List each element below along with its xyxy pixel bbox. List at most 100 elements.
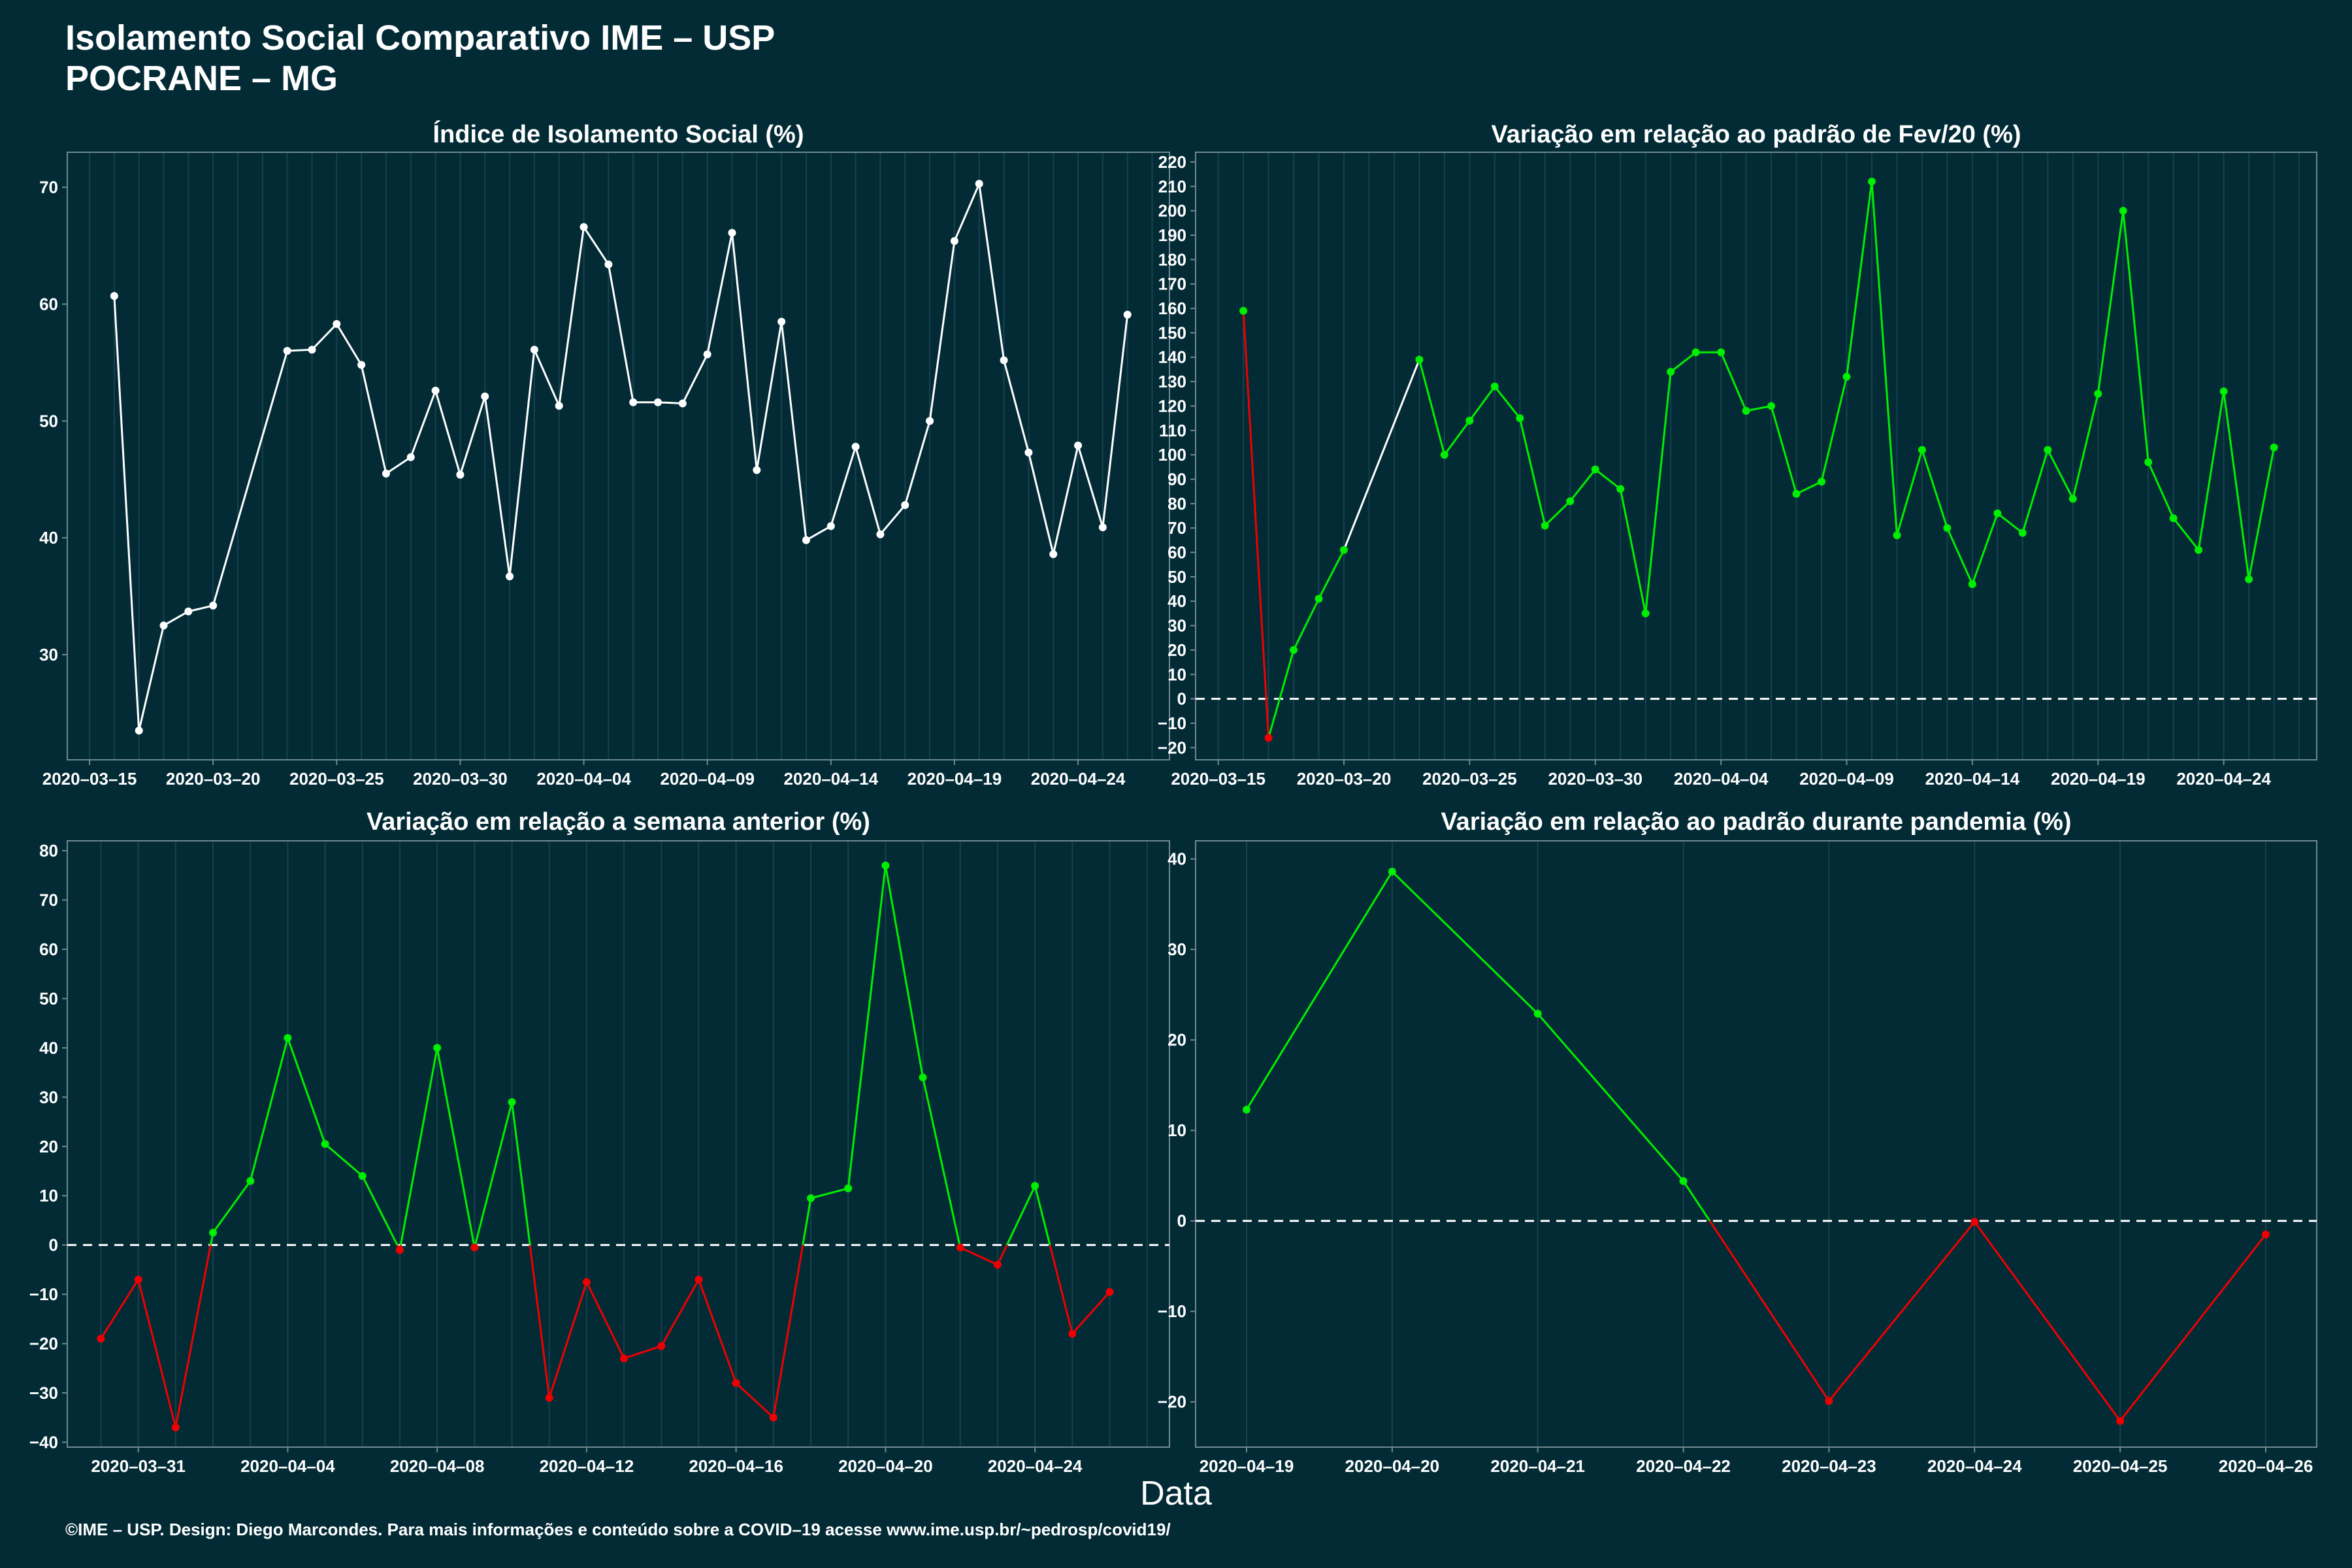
data-point — [926, 417, 934, 425]
data-point — [851, 442, 860, 451]
data-point — [1264, 734, 1273, 742]
data-point — [2195, 546, 2203, 554]
x-tick-label: 2020–04–24 — [2176, 769, 2271, 789]
y-tick-label: 20 — [39, 1137, 58, 1156]
data-point — [753, 466, 761, 474]
line-segment — [360, 365, 387, 474]
line-segment — [806, 525, 832, 542]
line-segment — [1921, 449, 1948, 529]
line-segment — [772, 1245, 804, 1418]
line-segment — [1391, 871, 1539, 1015]
x-tick-label: 2020–04–23 — [1782, 1456, 1876, 1476]
x-axis-title: Data — [1140, 1475, 1212, 1512]
y-tick-label: 0 — [49, 1235, 58, 1255]
line-segment — [1292, 598, 1320, 651]
y-tick-label: 150 — [1158, 323, 1186, 342]
x-tick-label: 2020–04–19 — [2051, 769, 2146, 789]
data-point — [620, 1354, 629, 1363]
data-point — [357, 361, 366, 369]
data-point — [1239, 306, 1248, 315]
chart-title: Variação em relação a semana anterior (%… — [367, 808, 870, 836]
line-segment — [2097, 210, 2125, 394]
data-point — [2044, 446, 2052, 454]
data-point — [694, 1275, 703, 1284]
x-tick-label: 2020–04–16 — [689, 1456, 783, 1476]
line-segment — [361, 1175, 399, 1246]
data-point — [333, 319, 341, 328]
y-tick-label: −10 — [1158, 713, 1186, 733]
data-point — [2169, 514, 2178, 523]
y-tick-label: 50 — [39, 411, 58, 431]
y-tick-label: 20 — [1168, 640, 1186, 660]
line-segment — [212, 350, 289, 606]
line-segment — [1005, 1185, 1036, 1246]
data-point — [470, 1243, 479, 1252]
data-point — [1068, 1330, 1077, 1338]
line-segment — [2197, 391, 2225, 551]
line-segment — [2122, 210, 2149, 463]
line-segment — [706, 233, 733, 355]
line-segment — [1594, 468, 1622, 490]
data-point — [844, 1184, 853, 1192]
line-segment — [1443, 419, 1471, 456]
line-segment — [1644, 371, 1672, 614]
data-point — [1533, 1009, 1542, 1018]
y-tick-label: 20 — [1168, 1030, 1186, 1050]
data-point — [431, 386, 440, 395]
line-segment — [810, 1187, 849, 1200]
line-segment — [953, 183, 981, 242]
line-segment — [928, 240, 956, 421]
line-segment — [855, 446, 881, 535]
line-segment — [188, 604, 214, 613]
data-point — [1541, 521, 1549, 530]
panel-border — [1195, 840, 2317, 1448]
data-point — [283, 347, 291, 355]
y-tick-label: −30 — [29, 1383, 58, 1403]
data-point — [321, 1140, 329, 1148]
data-point — [308, 346, 316, 354]
line-segment — [286, 1037, 327, 1145]
y-tick-label: 190 — [1158, 225, 1186, 245]
data-point — [2018, 529, 2027, 537]
x-tick-label: 2020–03–25 — [289, 769, 384, 789]
data-point — [1049, 550, 1058, 559]
line-segment — [681, 353, 709, 404]
data-point — [604, 260, 613, 269]
line-segment — [1820, 376, 1848, 482]
line-segment — [324, 1143, 363, 1177]
line-segment — [1077, 445, 1104, 528]
data-point — [2262, 1230, 2270, 1239]
data-point — [1842, 372, 1851, 381]
y-tick-label: 60 — [39, 295, 58, 314]
line-segment — [2119, 1233, 2267, 1422]
y-tick-label: 40 — [1168, 849, 1186, 869]
data-point — [1591, 465, 1599, 474]
line-segment — [1974, 1221, 2121, 1422]
data-point — [110, 291, 118, 300]
data-point — [2094, 389, 2102, 398]
line-segment — [1034, 1185, 1051, 1246]
y-tick-label: 200 — [1158, 201, 1186, 221]
line-segment — [1537, 1013, 1684, 1182]
x-tick-label: 2020–04–12 — [540, 1456, 634, 1476]
y-tick-label: −20 — [1158, 738, 1186, 757]
line-segment — [1027, 452, 1054, 555]
y-tick-label: 0 — [1177, 1211, 1186, 1231]
data-point — [508, 1098, 516, 1106]
line-segment — [113, 295, 140, 731]
y-tick-label: −40 — [29, 1432, 58, 1452]
data-point — [919, 1073, 927, 1082]
page-subtitle: POCRANE – MG — [65, 59, 338, 98]
x-tick-label: 2020–04–19 — [907, 769, 1002, 789]
y-tick-label: 70 — [39, 890, 58, 910]
line-segment — [1003, 359, 1030, 453]
data-point — [1243, 1105, 1250, 1114]
data-point — [284, 1034, 292, 1042]
y-tick-label: 220 — [1158, 152, 1186, 172]
line-segment — [884, 865, 924, 1078]
data-point — [395, 1246, 404, 1254]
line-segment — [660, 1279, 700, 1347]
line-segment — [780, 321, 808, 540]
line-segment — [960, 1247, 998, 1266]
